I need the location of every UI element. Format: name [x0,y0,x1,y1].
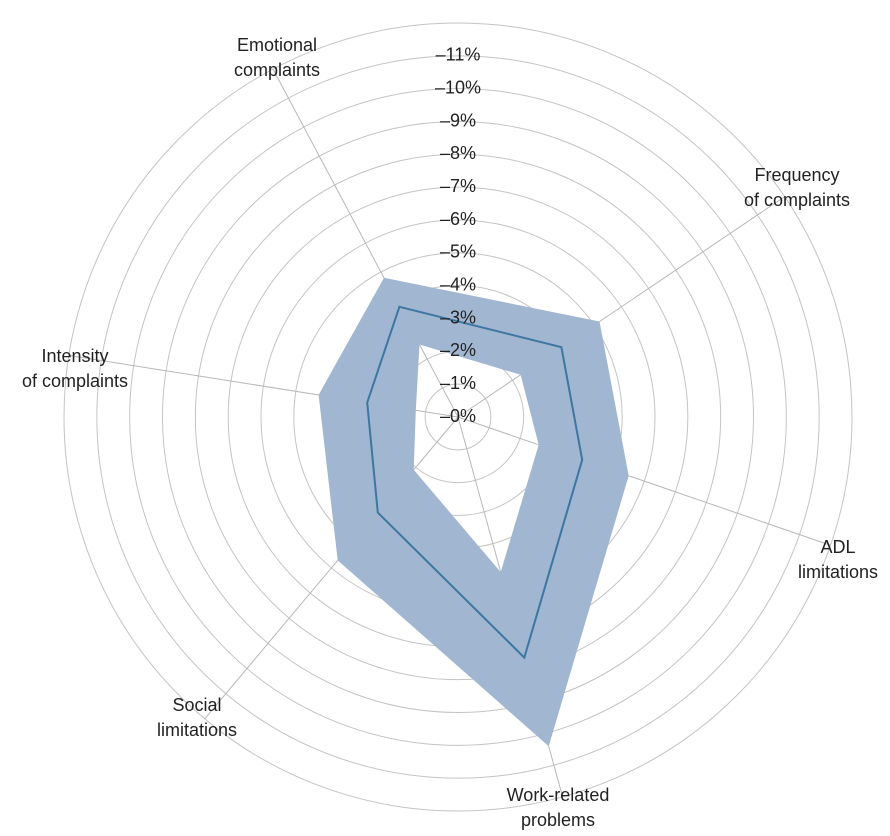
grid-ring [63,22,853,812]
r-tick-label: –10% [435,77,481,97]
axis-line [457,196,785,418]
r-tick-label: –1% [440,373,476,393]
r-tick-label: –2% [440,340,476,360]
axis-label: of complaints [744,190,850,210]
grid-ring [96,55,820,779]
axis-label: Work-related [507,785,610,805]
grid-ring [194,153,722,681]
axis-line [272,68,459,418]
r-tick-label: –8% [440,143,476,163]
axis-label: problems [521,810,595,830]
axis-line [204,416,459,720]
axis-label: ADL [820,537,855,557]
median-line [366,305,584,660]
axis-label: limitations [798,562,878,582]
grid-ring [424,383,492,451]
grid-ring [162,121,754,713]
r-tick-label: –4% [440,274,476,294]
range-band [318,277,629,747]
axis-label: of complaints [22,371,128,391]
axis-label: Frequency [754,165,839,185]
axis-label: limitations [157,720,237,740]
axis-label: Intensity [41,346,108,366]
r-tick-label: –9% [440,110,476,130]
r-tick-label: –11% [436,45,481,65]
r-tick-label: –0% [440,406,476,426]
axis-label: Emotional [237,35,317,55]
r-tick-label: –3% [440,307,476,327]
r-tick-label: –7% [440,176,476,196]
axis-line [457,416,831,546]
axis-label: complaints [234,60,320,80]
r-tick-label: –6% [440,209,476,229]
axis-label: Social [172,695,221,715]
grid-ring [129,88,787,746]
r-tick-label: –5% [440,242,476,262]
